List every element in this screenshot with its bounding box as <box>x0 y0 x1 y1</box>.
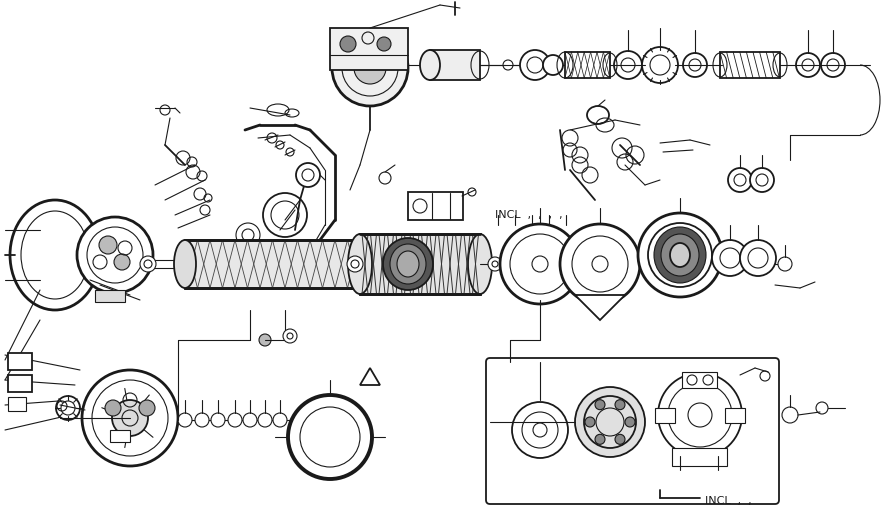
Text: INCL  ,  ,  ,  ,: INCL , , , , <box>495 210 563 220</box>
Bar <box>8 397 26 411</box>
Circle shape <box>658 373 742 457</box>
Circle shape <box>140 256 156 272</box>
Bar <box>185 240 360 288</box>
Bar <box>682 372 717 388</box>
Circle shape <box>778 257 792 271</box>
Bar <box>95 290 125 302</box>
Ellipse shape <box>420 50 440 80</box>
Bar <box>655 408 675 423</box>
Circle shape <box>99 236 117 254</box>
Circle shape <box>562 130 578 146</box>
Bar <box>720 52 780 78</box>
Ellipse shape <box>661 234 699 276</box>
Circle shape <box>114 254 130 270</box>
Bar <box>725 408 745 423</box>
Ellipse shape <box>351 242 369 286</box>
Circle shape <box>139 400 155 416</box>
Ellipse shape <box>670 243 690 267</box>
Ellipse shape <box>10 200 100 310</box>
Circle shape <box>575 387 645 457</box>
Bar <box>110 430 130 442</box>
Circle shape <box>288 395 372 479</box>
Circle shape <box>259 334 271 346</box>
Ellipse shape <box>397 251 419 277</box>
Circle shape <box>273 413 287 427</box>
Bar <box>430 50 480 80</box>
Circle shape <box>82 370 178 466</box>
Circle shape <box>782 407 798 423</box>
Circle shape <box>296 163 320 187</box>
Circle shape <box>178 413 192 427</box>
Circle shape <box>105 400 121 416</box>
Bar <box>408 192 463 220</box>
Circle shape <box>488 257 502 271</box>
Circle shape <box>615 434 625 444</box>
Circle shape <box>176 151 190 165</box>
Bar <box>330 28 408 70</box>
Circle shape <box>243 413 257 427</box>
Text: INCL  ,  ,: INCL , , <box>705 496 751 506</box>
Circle shape <box>560 224 640 304</box>
Polygon shape <box>575 295 625 320</box>
Circle shape <box>595 399 605 409</box>
Bar <box>8 375 32 392</box>
Ellipse shape <box>654 227 706 283</box>
Circle shape <box>354 52 386 84</box>
Circle shape <box>56 396 80 420</box>
Circle shape <box>228 413 242 427</box>
Circle shape <box>283 329 297 343</box>
Circle shape <box>615 399 625 409</box>
Bar <box>565 52 610 78</box>
Circle shape <box>625 417 635 427</box>
Ellipse shape <box>348 234 372 294</box>
Circle shape <box>377 37 391 51</box>
Polygon shape <box>360 368 380 385</box>
Circle shape <box>211 413 225 427</box>
Circle shape <box>638 213 722 297</box>
Circle shape <box>750 168 774 192</box>
Circle shape <box>543 55 563 75</box>
Circle shape <box>500 224 580 304</box>
Circle shape <box>740 240 776 276</box>
Circle shape <box>258 413 272 427</box>
Circle shape <box>236 223 260 247</box>
Circle shape <box>512 402 568 458</box>
Circle shape <box>728 168 752 192</box>
Circle shape <box>263 193 307 237</box>
Circle shape <box>332 30 408 106</box>
Ellipse shape <box>468 234 492 294</box>
Circle shape <box>712 240 748 276</box>
Ellipse shape <box>390 244 426 284</box>
Bar <box>8 353 32 370</box>
Ellipse shape <box>383 238 433 290</box>
Circle shape <box>340 36 356 52</box>
Circle shape <box>112 400 148 436</box>
Circle shape <box>520 50 550 80</box>
Bar <box>360 234 480 294</box>
Circle shape <box>347 256 363 272</box>
Circle shape <box>195 413 209 427</box>
Bar <box>672 448 727 466</box>
Circle shape <box>585 417 595 427</box>
Circle shape <box>77 217 153 293</box>
Circle shape <box>642 47 678 83</box>
FancyBboxPatch shape <box>486 358 779 504</box>
Ellipse shape <box>174 240 196 288</box>
Circle shape <box>595 434 605 444</box>
